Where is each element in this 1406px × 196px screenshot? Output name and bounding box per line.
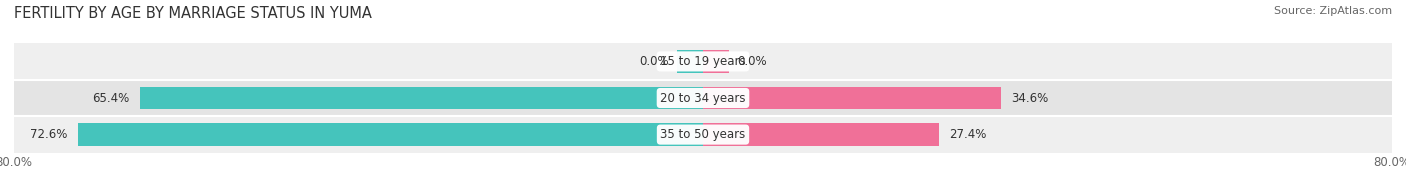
Text: 65.4%: 65.4% [93, 92, 129, 104]
Text: 27.4%: 27.4% [949, 128, 987, 141]
Bar [14, 43, 1392, 80]
Bar [14, 80, 1392, 116]
Bar [77, 123, 703, 146]
Bar [139, 87, 703, 109]
Text: 20 to 34 years: 20 to 34 years [661, 92, 745, 104]
Bar [703, 87, 1001, 109]
Text: 72.6%: 72.6% [30, 128, 67, 141]
Text: 0.0%: 0.0% [638, 55, 669, 68]
Text: 0.0%: 0.0% [738, 55, 768, 68]
Text: FERTILITY BY AGE BY MARRIAGE STATUS IN YUMA: FERTILITY BY AGE BY MARRIAGE STATUS IN Y… [14, 6, 373, 21]
Bar [14, 116, 1392, 153]
Bar [703, 50, 728, 73]
Bar [703, 123, 939, 146]
Text: 35 to 50 years: 35 to 50 years [661, 128, 745, 141]
Text: 34.6%: 34.6% [1011, 92, 1049, 104]
Text: 15 to 19 years: 15 to 19 years [661, 55, 745, 68]
Text: Source: ZipAtlas.com: Source: ZipAtlas.com [1274, 6, 1392, 16]
Bar [678, 50, 703, 73]
